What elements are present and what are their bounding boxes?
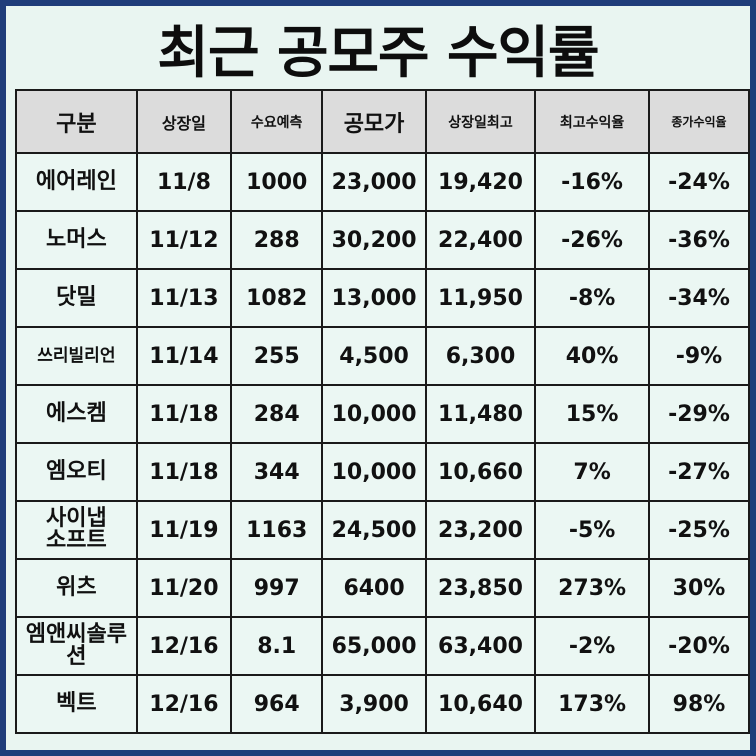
close-return: 30% (647, 558, 751, 618)
listing-day-high: 11,950 (424, 268, 537, 328)
offering-price: 30,200 (321, 210, 427, 270)
listing-date: 11/12 (135, 210, 233, 270)
header-offering-price: 공모가 (321, 89, 427, 154)
company-name: 사이냅소프트 (15, 500, 138, 560)
listing-day-high: 11,480 (424, 384, 537, 444)
header-listing-day-high: 상장일최고 (424, 89, 537, 154)
table-row: 쓰리빌리언 11/14 255 4,500 6,300 40% -9% (15, 326, 751, 386)
demand-forecast: 288 (230, 210, 324, 270)
company-name: 에어레인 (15, 152, 138, 212)
header-category: 구분 (15, 89, 138, 154)
table-row: 엠앤씨솔루션 12/16 8.1 65,000 63,400 -2% -20% (15, 616, 751, 676)
company-name-text: 사이냅소프트 (46, 506, 107, 553)
company-name: 엠앤씨솔루션 (15, 616, 138, 676)
company-name: 위츠 (15, 558, 138, 618)
company-name: 엠오티 (15, 442, 138, 502)
close-return: -20% (647, 616, 751, 676)
max-return: 173% (534, 674, 650, 734)
max-return: -5% (534, 500, 650, 560)
header-row: 구분 상장일 수요예측 공모가 상장일최고 최고수익율 종가수익율 (15, 89, 751, 154)
header-listing-date: 상장일 (135, 89, 233, 154)
listing-day-high: 63,400 (424, 616, 537, 676)
listing-day-high: 22,400 (424, 210, 537, 270)
table-row: 벡트 12/16 964 3,900 10,640 173% 98% (15, 674, 751, 734)
listing-date: 11/13 (135, 268, 233, 328)
max-return: -2% (534, 616, 650, 676)
listing-date: 11/20 (135, 558, 233, 618)
ipo-returns-table: 구분 상장일 수요예측 공모가 상장일최고 최고수익율 종가수익율 에어레인 1… (15, 89, 751, 734)
listing-date: 11/18 (135, 442, 233, 502)
table-row: 닷밀 11/13 1082 13,000 11,950 -8% -34% (15, 268, 751, 328)
header-close-return: 종가수익율 (647, 89, 751, 154)
table-row: 에어레인 11/8 1000 23,000 19,420 -16% -24% (15, 152, 751, 212)
offering-price: 65,000 (321, 616, 427, 676)
close-return: -34% (647, 268, 751, 328)
close-return: -36% (647, 210, 751, 270)
company-name: 쓰리빌리언 (15, 326, 138, 386)
max-return: 15% (534, 384, 650, 444)
demand-forecast: 8.1 (230, 616, 324, 676)
listing-day-high: 6,300 (424, 326, 537, 386)
table-row: 위츠 11/20 997 6400 23,850 273% 30% (15, 558, 751, 618)
demand-forecast: 1163 (230, 500, 324, 560)
max-return: -8% (534, 268, 650, 328)
table-row: 에스켐 11/18 284 10,000 11,480 15% -29% (15, 384, 751, 444)
offering-price: 6400 (321, 558, 427, 618)
max-return: -26% (534, 210, 650, 270)
company-name: 에스켐 (15, 384, 138, 444)
table-row: 엠오티 11/18 344 10,000 10,660 7% -27% (15, 442, 751, 502)
listing-date: 12/16 (135, 616, 233, 676)
close-return: -24% (647, 152, 751, 212)
table-row: 노머스 11/12 288 30,200 22,400 -26% -36% (15, 210, 751, 270)
demand-forecast: 284 (230, 384, 324, 444)
offering-price: 10,000 (321, 384, 427, 444)
company-name: 벡트 (15, 674, 138, 734)
listing-day-high: 23,200 (424, 500, 537, 560)
max-return: 273% (534, 558, 650, 618)
close-return: -9% (647, 326, 751, 386)
demand-forecast: 997 (230, 558, 324, 618)
close-return: -25% (647, 500, 751, 560)
close-return: -27% (647, 442, 751, 502)
demand-forecast: 344 (230, 442, 324, 502)
listing-date: 11/8 (135, 152, 233, 212)
company-name: 노머스 (15, 210, 138, 270)
company-name-text: 엠앤씨솔루션 (25, 622, 127, 669)
max-return: -16% (534, 152, 650, 212)
offering-price: 4,500 (321, 326, 427, 386)
offering-price: 24,500 (321, 500, 427, 560)
listing-date: 12/16 (135, 674, 233, 734)
listing-day-high: 10,640 (424, 674, 537, 734)
demand-forecast: 1000 (230, 152, 324, 212)
page-title: 최근 공모주 수익률 (157, 21, 599, 86)
offering-price: 23,000 (321, 152, 427, 212)
demand-forecast: 1082 (230, 268, 324, 328)
listing-day-high: 23,850 (424, 558, 537, 618)
listing-day-high: 19,420 (424, 152, 537, 212)
max-return: 7% (534, 442, 650, 502)
listing-date: 11/18 (135, 384, 233, 444)
offering-price: 13,000 (321, 268, 427, 328)
listing-date: 11/14 (135, 326, 233, 386)
close-return: 98% (647, 674, 751, 734)
table-row: 사이냅소프트 11/19 1163 24,500 23,200 -5% -25% (15, 500, 751, 560)
listing-date: 11/19 (135, 500, 233, 560)
header-demand-forecast: 수요예측 (230, 89, 324, 154)
max-return: 40% (534, 326, 650, 386)
demand-forecast: 255 (230, 326, 324, 386)
demand-forecast: 964 (230, 674, 324, 734)
header-max-return: 최고수익율 (534, 89, 650, 154)
close-return: -29% (647, 384, 751, 444)
listing-day-high: 10,660 (424, 442, 537, 502)
offering-price: 3,900 (321, 674, 427, 734)
company-name: 닷밀 (15, 268, 138, 328)
offering-price: 10,000 (321, 442, 427, 502)
